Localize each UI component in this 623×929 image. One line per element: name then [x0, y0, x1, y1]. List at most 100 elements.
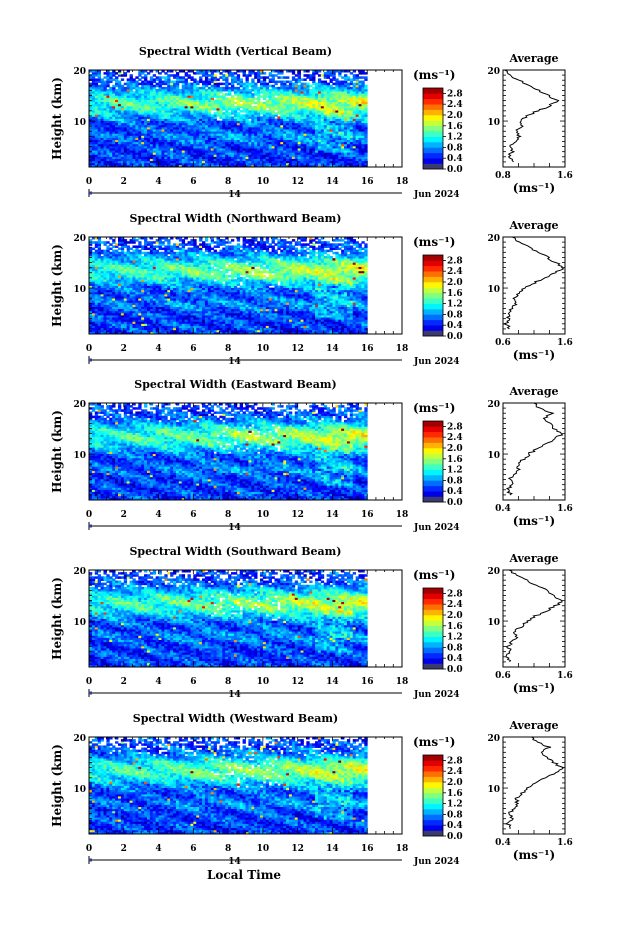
heatmap-cell	[217, 78, 220, 81]
heatmap-cell	[269, 78, 272, 81]
heatmap-cell	[280, 81, 283, 84]
heatmap-cell	[338, 81, 341, 84]
heatmap-cell	[318, 78, 321, 81]
heatmap-cell	[240, 104, 243, 107]
heatmap-cell	[231, 95, 234, 98]
panel-title: Spectral Width (Vertical Beam)	[139, 45, 332, 58]
heatmap-cell	[263, 72, 266, 75]
heatmap-cell	[121, 78, 124, 81]
heatmap-cell	[269, 85, 272, 88]
heatmap-cell	[350, 72, 353, 75]
heatmap-cell	[179, 89, 182, 92]
heatmap-cell	[103, 81, 106, 84]
colorbar-units: (ms⁻¹)	[413, 68, 455, 82]
heatmap-cell	[274, 87, 277, 90]
heatmap-cell	[219, 76, 222, 79]
heatmap-cell	[127, 78, 130, 81]
heatmap-cell	[190, 76, 193, 79]
colorbar: 2.82.42.01.61.20.80.40.0	[423, 88, 463, 175]
heatmap-cell	[150, 76, 153, 79]
x-tick-label: 4	[155, 177, 161, 187]
heatmap-cell	[274, 97, 277, 100]
heatmap-cell	[228, 112, 231, 115]
heatmap-cell	[295, 74, 298, 77]
avg-y-tick-label: 10	[487, 118, 500, 128]
heatmap-cell	[260, 102, 263, 105]
heatmap-cell	[292, 83, 295, 86]
x-tick-label: 6	[190, 177, 196, 187]
heatmap-cell	[193, 72, 196, 75]
avg-x-axis-label: (ms⁻¹)	[513, 181, 555, 195]
heatmap-cell	[246, 74, 249, 77]
x-tick-label: 18	[396, 177, 409, 187]
heatmap-cell	[222, 87, 225, 90]
heatmap-cell	[353, 74, 356, 77]
heatmap-cell	[309, 85, 312, 88]
heatmap-cell	[173, 74, 176, 77]
heatmap-cell	[260, 95, 263, 98]
heatmap-cell	[243, 114, 246, 117]
heatmap-cell	[303, 83, 306, 86]
heatmap-cell	[301, 78, 304, 81]
colorbar-tick-label: 0.4	[447, 154, 463, 164]
heatmap-cell	[274, 81, 277, 84]
average-panel: Average10200.8 1.6(ms⁻¹)	[487, 52, 572, 195]
heatmap-cell	[101, 78, 104, 81]
colorbar-tick-label: 0.8	[447, 143, 463, 153]
heatmap-cell	[269, 89, 272, 92]
heatmap-cell	[219, 95, 222, 98]
colorbar-band	[423, 110, 443, 116]
x-tick-label: 10	[257, 177, 270, 187]
heatmap-cell	[138, 78, 141, 81]
heatmap-cell	[228, 87, 231, 90]
x-tick-label: 12	[291, 177, 304, 187]
heatmap-cell	[170, 74, 173, 77]
heatmap-cell	[225, 93, 228, 96]
heatmap-cell	[350, 87, 353, 90]
heatmap-cell	[144, 74, 147, 77]
heatmap-cell	[248, 83, 251, 86]
heatmap-cell	[190, 83, 193, 86]
heatmap-cell	[196, 81, 199, 84]
heatmap-cell	[274, 112, 277, 115]
heatmap-cell	[344, 74, 347, 77]
heatmap-cell	[164, 76, 167, 79]
heatmap-cell	[176, 72, 179, 75]
heatmap-cell	[266, 83, 269, 86]
heatmap-cell	[164, 87, 167, 90]
heatmap-cell	[295, 78, 298, 81]
colorbar-band	[423, 153, 443, 159]
heatmap-cell	[266, 100, 269, 103]
heatmap-cell	[147, 81, 150, 84]
heatmap-cell	[306, 74, 309, 77]
heatmap-cell	[161, 76, 164, 79]
heatmap-cell	[234, 76, 237, 79]
heatmap-cell	[109, 87, 112, 90]
heatmap-cell	[361, 76, 364, 79]
heatmap-cell	[309, 74, 312, 77]
heatmap-cell	[263, 76, 266, 79]
heatmap-cell	[124, 87, 127, 90]
heatmap-cell	[332, 83, 335, 86]
heatmap-cell	[303, 78, 306, 81]
heatmap-cell	[330, 85, 333, 88]
heatmap-cell	[135, 76, 138, 79]
heatmap-cell	[364, 76, 367, 79]
heatmap-cell	[347, 76, 350, 79]
heatmap-cell	[260, 81, 263, 84]
colorbar-band	[423, 131, 443, 137]
colorbar-tick-label: 1.2	[447, 133, 463, 143]
heatmap-cell	[234, 87, 237, 90]
heatmap-cell	[248, 89, 251, 92]
x-tick-label: 14	[326, 177, 339, 187]
heatmap-cell	[225, 97, 228, 100]
heatmap-cell	[156, 89, 159, 92]
heatmap-cell	[332, 87, 335, 90]
heatmap-cell	[188, 74, 191, 77]
colorbar-tick-label: 2.0	[447, 111, 463, 121]
heatmap-cell	[237, 74, 240, 77]
heatmap-cell	[124, 72, 127, 75]
heatmap-cell	[359, 81, 362, 84]
heatmap-cell	[283, 81, 286, 84]
colorbar-tick-label: 1.6	[447, 122, 463, 132]
